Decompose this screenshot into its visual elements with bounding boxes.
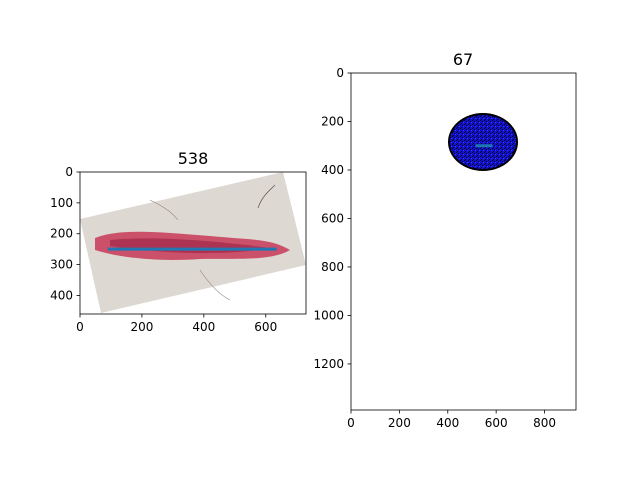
y-tick-label: 600 (321, 211, 344, 225)
image-blue-blob (448, 113, 518, 171)
axes-frame (350, 72, 577, 411)
y-tick-label: 0 (65, 165, 73, 179)
x-tick-label: 600 (485, 416, 508, 430)
y-tick-label: 300 (50, 258, 73, 272)
panel-67: 67 0 200 400 600 800 0 200 400 600 800 1000 1200 (313, 50, 577, 430)
x-axis: 0 200 400 600 (76, 314, 277, 334)
x-tick-label: 400 (192, 320, 215, 334)
x-tick-label: 0 (76, 320, 84, 334)
x-tick-label: 200 (130, 320, 153, 334)
y-tick-label: 800 (321, 260, 344, 274)
y-axis: 0 200 400 600 800 1000 1200 (313, 66, 351, 371)
y-tick-label: 0 (336, 66, 344, 80)
panel-538: 538 0 200 400 600 0 100 200 300 400 (50, 149, 307, 334)
image-skin-wound (80, 172, 306, 313)
y-axis: 0 100 200 300 400 (50, 165, 80, 302)
x-tick-label: 600 (254, 320, 277, 334)
x-tick-label: 400 (436, 416, 459, 430)
x-tick-label: 800 (533, 416, 556, 430)
y-tick-label: 400 (50, 288, 73, 302)
y-tick-label: 200 (50, 227, 73, 241)
panel-title: 67 (453, 50, 473, 69)
y-tick-label: 1200 (313, 357, 344, 371)
x-tick-label: 0 (347, 416, 355, 430)
x-axis: 0 200 400 600 800 (347, 410, 556, 430)
axes-frame (79, 171, 307, 315)
y-tick-label: 400 (321, 163, 344, 177)
y-tick-label: 200 (321, 114, 344, 128)
y-tick-label: 100 (50, 196, 73, 210)
panel-title: 538 (178, 149, 209, 168)
x-tick-label: 200 (388, 416, 411, 430)
y-tick-label: 1000 (313, 308, 344, 322)
